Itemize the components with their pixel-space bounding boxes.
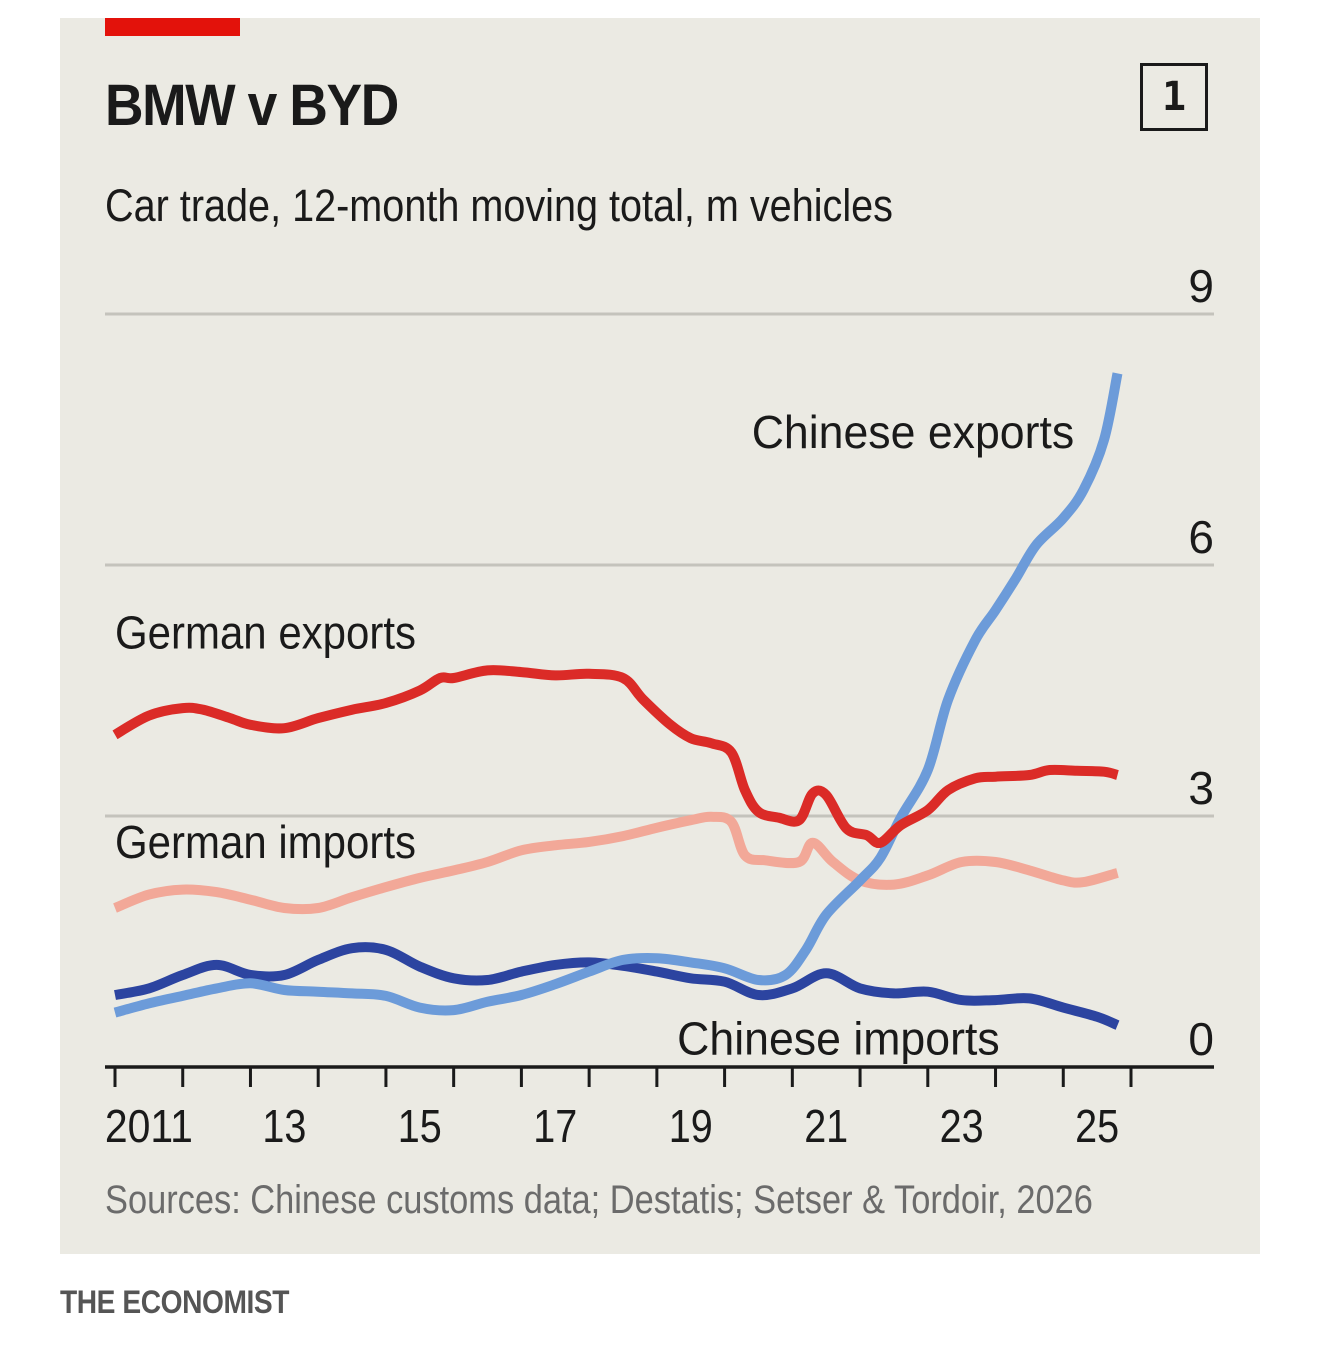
x-tick-label-2017: 17	[533, 1100, 577, 1152]
x-axis-labels: 2011 13 15 17 19 21 23 25	[105, 1100, 1119, 1152]
chart-subtitle: Car trade, 12-month moving total, m vehi…	[105, 180, 893, 231]
series-line-chinese-imports	[114, 942, 1120, 1030]
publisher-brand: THE ECONOMIST	[60, 1284, 289, 1320]
x-tick-label-2015: 15	[398, 1100, 442, 1152]
series-line-german-imports	[113, 811, 1119, 915]
chart-number-badge: 1	[1140, 63, 1208, 131]
x-tick-label-2011: 2011	[105, 1100, 193, 1152]
series-label-chinese-imports: Chinese imports	[677, 1012, 1000, 1064]
x-tick-label-2023: 23	[940, 1100, 984, 1152]
x-tick-label-2019: 19	[669, 1100, 713, 1152]
x-tick-label-2021: 21	[804, 1100, 848, 1152]
series-label-chinese-exports: Chinese exports	[752, 406, 1075, 458]
x-tick-label-2025: 25	[1075, 1100, 1119, 1152]
y-axis-labels: 0 3 6 9	[1188, 260, 1214, 1065]
source-note: Sources: Chinese customs data; Destatis;…	[105, 1178, 1093, 1222]
y-tick-label-0: 0	[1188, 1013, 1214, 1065]
chart-panel	[60, 18, 1260, 1254]
gridlines	[105, 312, 1214, 818]
red-accent-tag	[105, 18, 240, 36]
series-label-german-exports: German exports	[115, 607, 416, 659]
x-axis	[105, 1065, 1214, 1087]
chart-title: BMW v BYD	[105, 73, 399, 138]
series-line-german-exports	[112, 665, 1119, 848]
y-tick-label-6: 6	[1188, 511, 1214, 563]
series-label-german-imports: German imports	[115, 816, 416, 868]
series-line-chinese-exports	[113, 372, 1123, 1018]
x-tick-label-2013: 13	[262, 1100, 306, 1152]
series-lines	[112, 372, 1123, 1030]
y-tick-label-3: 3	[1188, 762, 1214, 814]
y-tick-label-9: 9	[1188, 260, 1214, 312]
series-labels: German exports German imports Chinese expo…	[115, 406, 1074, 1065]
